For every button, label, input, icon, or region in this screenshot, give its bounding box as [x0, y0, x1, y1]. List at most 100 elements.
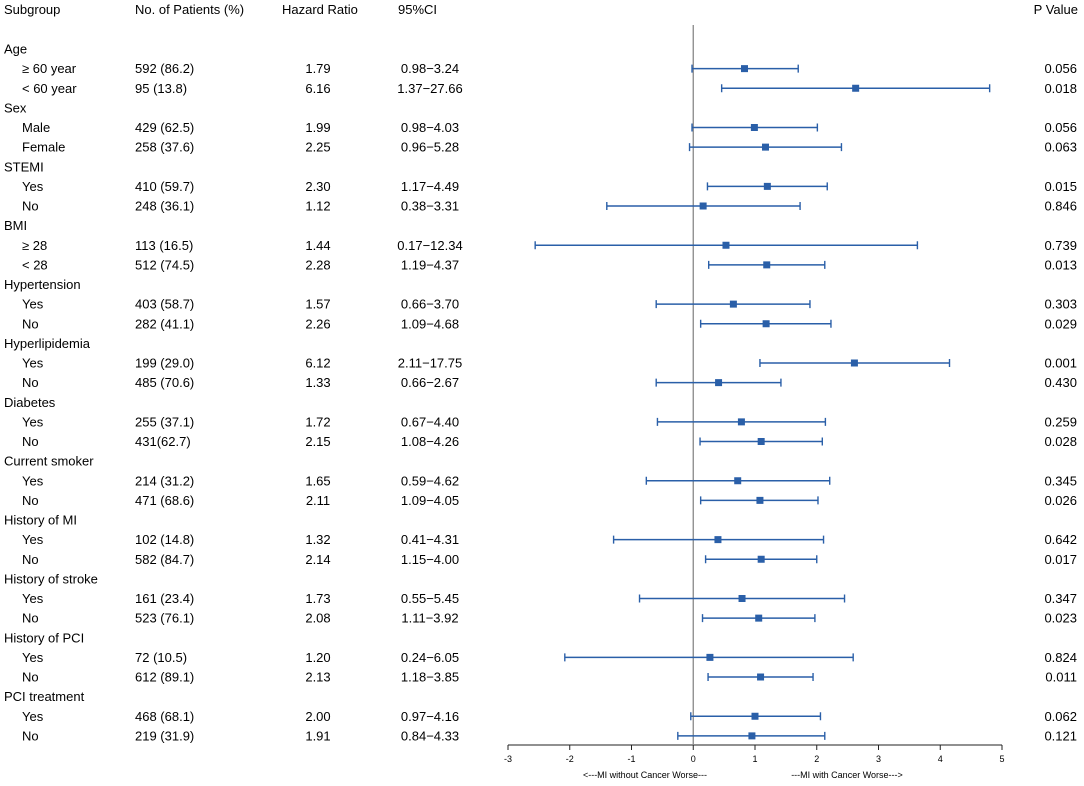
ci-cell: 0.96−5.28	[401, 140, 459, 155]
ci-cell: 1.15−4.00	[401, 552, 459, 567]
patients-cell: 214 (31.2)	[135, 473, 194, 488]
ci-cell: 1.17−4.49	[401, 179, 459, 194]
estimate-marker	[715, 379, 723, 387]
p-value-cell: 0.015	[1044, 179, 1077, 194]
hazard-ratio-cell: 1.79	[305, 61, 330, 76]
tick-label: -2	[566, 754, 574, 764]
subgroup-label: Yes	[22, 297, 44, 312]
hazard-ratio-cell: 6.16	[305, 81, 330, 96]
hazard-ratio-cell: 2.25	[305, 140, 330, 155]
ci-cell: 0.38−3.31	[401, 199, 459, 214]
group-label: PCI treatment	[4, 689, 85, 704]
estimate-marker	[762, 320, 770, 328]
p-value-cell: 0.013	[1044, 257, 1077, 272]
subgroup-label: Yes	[22, 473, 44, 488]
hazard-ratio-cell: 2.26	[305, 316, 330, 331]
hazard-ratio-cell: 2.08	[305, 611, 330, 626]
header-subgroup: Subgroup	[4, 2, 60, 17]
hazard-ratio-cell: 1.65	[305, 473, 330, 488]
hazard-ratio-cell: 1.73	[305, 591, 330, 606]
subgroup-label: Yes	[22, 650, 44, 665]
subgroup-label: Female	[22, 140, 65, 155]
ci-cell: 0.67−4.40	[401, 414, 459, 429]
group-label: History of stroke	[4, 571, 98, 586]
hazard-ratio-cell: 6.12	[305, 356, 330, 371]
ci-cell: 0.84−4.33	[401, 728, 459, 743]
header-patients: No. of Patients (%)	[135, 2, 244, 17]
ci-cell: 0.97−4.16	[401, 709, 459, 724]
p-value-cell: 0.062	[1044, 709, 1077, 724]
ci-cell: 0.17−12.34	[397, 238, 462, 253]
patients-cell: 523 (76.1)	[135, 611, 194, 626]
tick-label: 0	[691, 754, 696, 764]
group-label: Hypertension	[4, 277, 81, 292]
hazard-ratio-cell: 1.33	[305, 375, 330, 390]
p-value-cell: 0.056	[1044, 61, 1077, 76]
estimate-marker	[729, 300, 737, 308]
ci-cell: 0.98−3.24	[401, 61, 459, 76]
axis-label-right: ---MI with Cancer Worse--->	[791, 770, 903, 780]
hazard-ratio-cell: 1.12	[305, 199, 330, 214]
group-label: History of PCI	[4, 630, 84, 645]
p-value-cell: 0.846	[1044, 199, 1077, 214]
group-label: Sex	[4, 100, 27, 115]
subgroup-label: No	[22, 375, 39, 390]
p-value-cell: 0.824	[1044, 650, 1077, 665]
subgroup-label: Yes	[22, 356, 44, 371]
subgroup-label: ≥ 28	[22, 238, 47, 253]
p-value-cell: 0.001	[1044, 356, 1077, 371]
header-hazard-ratio: Hazard Ratio	[282, 2, 358, 17]
hazard-ratio-cell: 1.44	[305, 238, 330, 253]
patients-cell: 72 (10.5)	[135, 650, 187, 665]
p-value-cell: 0.023	[1044, 611, 1077, 626]
group-label: STEMI	[4, 159, 44, 174]
estimate-marker	[699, 202, 707, 210]
p-value-cell: 0.028	[1044, 434, 1077, 449]
estimate-marker	[763, 261, 771, 269]
hazard-ratio-cell: 1.20	[305, 650, 330, 665]
axis-label-left: <---MI without Cancer Worse---	[583, 770, 707, 780]
patients-cell: 468 (68.1)	[135, 709, 194, 724]
group-label: History of MI	[4, 513, 77, 528]
ci-cell: 1.08−4.26	[401, 434, 459, 449]
tick-label: 2	[814, 754, 819, 764]
group-label: BMI	[4, 218, 27, 233]
p-value-cell: 0.303	[1044, 297, 1077, 312]
estimate-marker	[738, 595, 746, 602]
hazard-ratio-cell: 1.72	[305, 414, 330, 429]
hazard-ratio-cell: 2.13	[305, 670, 330, 685]
tick-label: 4	[938, 754, 943, 764]
patients-cell: 113 (16.5)	[135, 238, 193, 253]
hazard-ratio-cell: 2.28	[305, 257, 330, 272]
hazard-ratio-cell: 1.57	[305, 297, 330, 312]
p-value-cell: 0.011	[1045, 670, 1077, 685]
p-value-cell: 0.347	[1044, 591, 1077, 606]
subgroup-label: Yes	[22, 591, 44, 606]
header-p-value: P Value	[1034, 2, 1078, 17]
estimate-marker	[748, 732, 756, 740]
estimate-marker	[722, 241, 730, 249]
p-value-cell: 0.026	[1044, 493, 1077, 508]
ci-cell: 0.98−4.03	[401, 120, 459, 135]
patients-cell: 161 (23.4)	[135, 591, 194, 606]
hazard-ratio-cell: 2.14	[305, 552, 330, 567]
p-value-cell: 0.017	[1044, 552, 1077, 567]
p-value-cell: 0.259	[1044, 414, 1077, 429]
patients-cell: 429 (62.5)	[135, 120, 194, 135]
hazard-ratio-cell: 2.30	[305, 179, 330, 194]
ci-cell: 0.41−4.31	[401, 532, 459, 547]
patients-cell: 199 (29.0)	[135, 356, 194, 371]
ci-cell: 1.37−27.66	[397, 81, 462, 96]
p-value-cell: 0.739	[1044, 238, 1077, 253]
p-value-cell: 0.345	[1044, 473, 1077, 488]
subgroup-label: Yes	[22, 414, 44, 429]
patients-cell: 255 (37.1)	[135, 414, 194, 429]
group-label: Current smoker	[4, 454, 94, 469]
tick-label: 3	[876, 754, 881, 764]
hazard-ratio-cell: 2.11	[306, 493, 330, 508]
ci-cell: 0.66−3.70	[401, 297, 459, 312]
ci-cell: 0.24−6.05	[401, 650, 459, 665]
ci-cell: 1.11−3.92	[401, 611, 458, 626]
ci-cell: 1.09−4.05	[401, 493, 459, 508]
estimate-marker	[734, 477, 742, 485]
